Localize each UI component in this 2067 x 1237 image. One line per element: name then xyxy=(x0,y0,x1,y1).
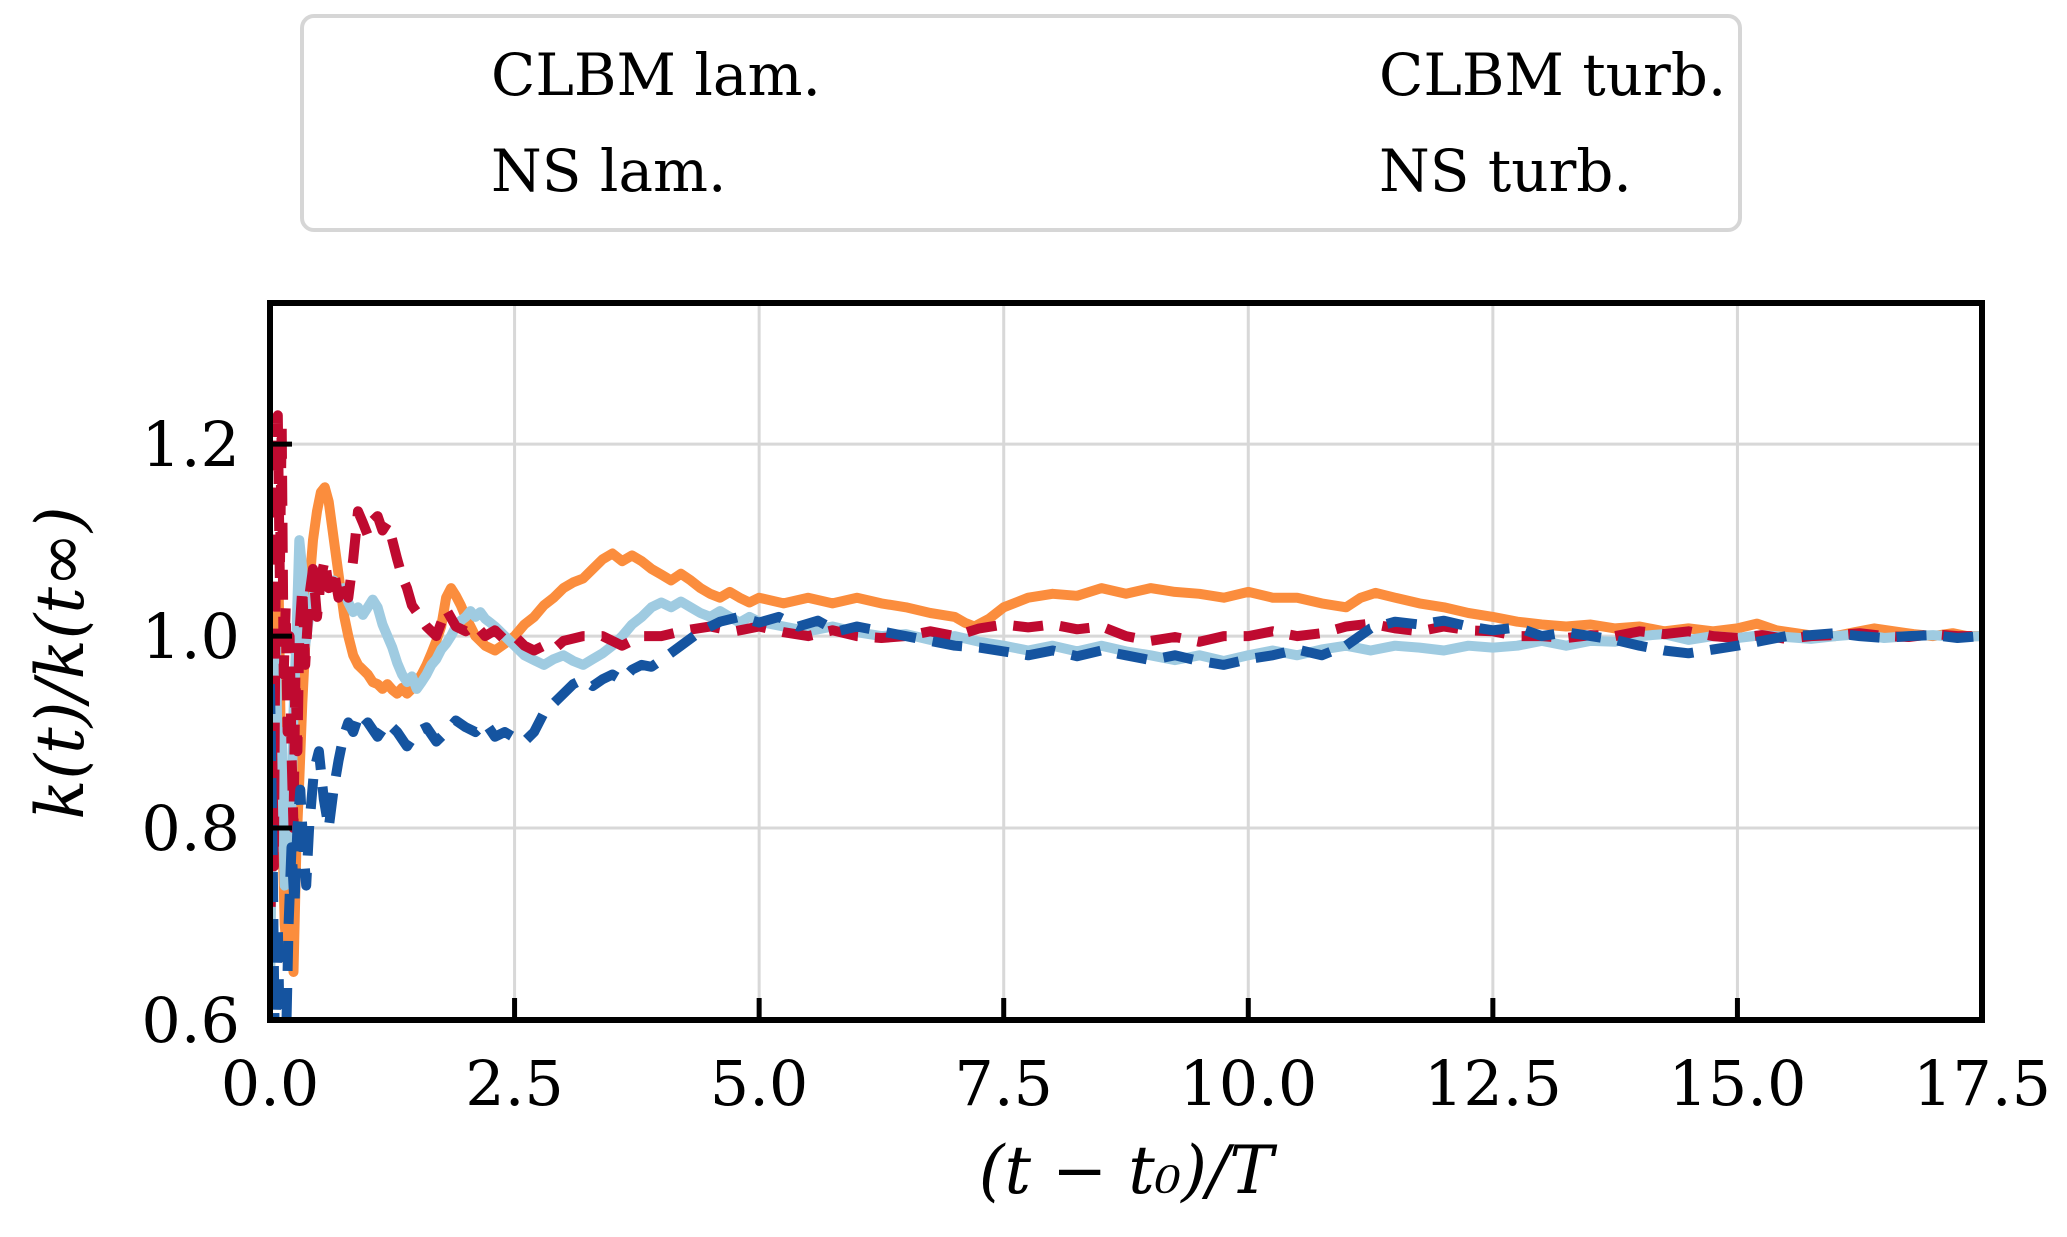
legend-entry-ns-turb: NS turb. xyxy=(1164,140,1738,202)
legend-line-dashed-crimson-icon xyxy=(1164,69,1349,82)
y-tick-label: 0.6 xyxy=(141,984,240,1057)
y-tick-label: 1.0 xyxy=(141,600,240,673)
legend-label-clbm-lam: CLBM lam. xyxy=(491,41,821,109)
x-tick-label: 15.0 xyxy=(1668,1047,1806,1120)
legend-line-solid-lightblue-icon xyxy=(349,165,461,178)
legend-label-ns-lam: NS lam. xyxy=(491,137,727,205)
y-tick-label: 1.2 xyxy=(141,408,240,481)
legend-line-solid-orange-icon xyxy=(349,69,461,82)
x-axis-label: (t − t₀)/T xyxy=(978,1132,1274,1209)
legend-label-clbm-turb: CLBM turb. xyxy=(1379,41,1727,109)
y-axis-label: k(t)/k(t∞) xyxy=(22,506,99,820)
x-tick-label: 17.5 xyxy=(1913,1047,2051,1120)
x-tick-label: 7.5 xyxy=(954,1047,1053,1120)
series-line-clbm-turb xyxy=(270,410,1982,1001)
legend-line-dashed-darkblue-icon xyxy=(1164,165,1349,178)
x-tick-label: 2.5 xyxy=(465,1047,564,1120)
legend-entry-clbm-turb: CLBM turb. xyxy=(1164,44,1738,106)
legend: CLBM lam. CLBM turb. NS lam. NS turb. xyxy=(300,14,1742,232)
plot-frame xyxy=(267,300,1985,1023)
x-tick-label: 0.0 xyxy=(221,1047,320,1120)
y-tick-label: 0.8 xyxy=(141,792,240,865)
series-line-ns-turb xyxy=(270,611,1982,1020)
x-tick-label: 12.5 xyxy=(1424,1047,1562,1120)
x-tick-label: 5.0 xyxy=(710,1047,809,1120)
legend-label-ns-turb: NS turb. xyxy=(1379,137,1632,205)
legend-entry-ns-lam: NS lam. xyxy=(349,140,809,202)
legend-entry-clbm-lam: CLBM lam. xyxy=(349,44,821,106)
series-line-clbm-lam xyxy=(270,482,1982,977)
series-line-ns-lam xyxy=(270,535,1982,1006)
x-tick-label: 10.0 xyxy=(1179,1047,1317,1120)
